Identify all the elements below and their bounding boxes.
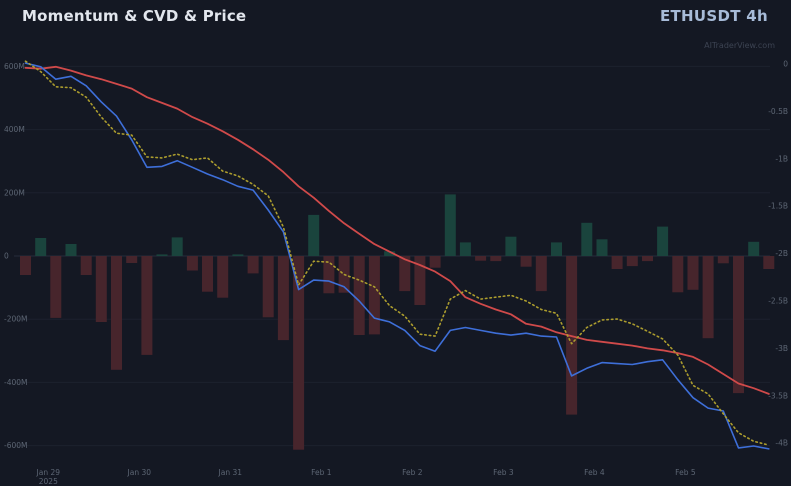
momentum-bar-negative bbox=[763, 256, 775, 269]
svg-text:600M: 600M bbox=[4, 62, 25, 71]
momentum-bar-negative bbox=[353, 256, 365, 335]
momentum-bar-negative bbox=[50, 256, 62, 318]
momentum-bar-positive bbox=[657, 226, 669, 256]
chart-title: Momentum & CVD & Price bbox=[22, 7, 247, 25]
svg-text:Jan 30: Jan 30 bbox=[127, 468, 152, 477]
svg-text:-1B: -1B bbox=[775, 154, 788, 163]
momentum-bar-negative bbox=[490, 256, 502, 262]
momentum-bar-negative bbox=[687, 256, 699, 290]
momentum-bar-positive bbox=[156, 254, 168, 256]
svg-text:Feb 3: Feb 3 bbox=[493, 468, 514, 477]
momentum-bar-negative bbox=[323, 256, 335, 294]
svg-text:200M: 200M bbox=[4, 188, 25, 197]
svg-text:2025: 2025 bbox=[39, 477, 58, 486]
momentum-bar-negative bbox=[80, 256, 92, 275]
svg-text:Feb 1: Feb 1 bbox=[311, 468, 332, 477]
left-axis-labels: 600M 400M 200M 0 -200M -400M -600M bbox=[4, 62, 28, 450]
momentum-bar-negative bbox=[535, 256, 547, 292]
momentum-bar-negative bbox=[247, 256, 259, 274]
momentum-bar-positive bbox=[384, 251, 396, 256]
momentum-bars bbox=[20, 194, 775, 450]
right-axis-labels: 0 -0.5B -1B -1.5B -2B -2.5B -3B -3.5B -4B bbox=[768, 60, 788, 448]
momentum-bar-negative bbox=[20, 256, 31, 275]
momentum-bar-negative bbox=[126, 256, 138, 263]
momentum-bar-negative bbox=[202, 256, 213, 292]
svg-text:400M: 400M bbox=[4, 125, 25, 134]
momentum-bar-negative bbox=[520, 256, 532, 267]
momentum-bar-negative bbox=[702, 256, 714, 339]
price-line bbox=[24, 65, 770, 395]
momentum-bar-negative bbox=[186, 256, 198, 271]
svg-text:-400M: -400M bbox=[4, 378, 28, 387]
svg-text:-0.5B: -0.5B bbox=[768, 107, 788, 116]
momentum-bar-negative bbox=[368, 256, 380, 335]
momentum-bar-negative bbox=[111, 256, 122, 370]
momentum-bar-negative bbox=[429, 256, 441, 268]
momentum-bar-positive bbox=[748, 241, 760, 256]
cvd-line bbox=[24, 62, 770, 450]
svg-text:0: 0 bbox=[783, 60, 788, 69]
svg-text:Feb 2: Feb 2 bbox=[402, 468, 423, 477]
symbol-timeframe: ETHUSDT 4h bbox=[659, 7, 768, 25]
momentum-bar-negative bbox=[293, 256, 305, 450]
momentum-bar-negative bbox=[217, 256, 229, 298]
momentum-bar-negative bbox=[626, 256, 638, 267]
svg-text:-4B: -4B bbox=[775, 439, 788, 448]
svg-text:-2B: -2B bbox=[775, 249, 788, 258]
momentum-bar-negative bbox=[717, 256, 729, 264]
momentum-bar-positive bbox=[232, 254, 244, 256]
svg-text:Jan 31: Jan 31 bbox=[218, 468, 243, 477]
momentum-bar-positive bbox=[171, 237, 183, 256]
momentum-bar-negative bbox=[475, 256, 487, 261]
watermark: AITraderView.com bbox=[704, 41, 775, 50]
momentum-bar-negative bbox=[277, 256, 289, 341]
momentum-bar-positive bbox=[551, 242, 562, 256]
momentum-bar-positive bbox=[444, 194, 456, 256]
momentum-bar-positive bbox=[35, 238, 47, 256]
momentum-bar-negative bbox=[611, 256, 623, 269]
svg-text:-200M: -200M bbox=[4, 315, 28, 324]
momentum-bar-negative bbox=[672, 256, 684, 293]
svg-text:Feb 5: Feb 5 bbox=[675, 468, 696, 477]
momentum-bar-positive bbox=[65, 244, 77, 256]
momentum-bar-negative bbox=[414, 256, 426, 305]
momentum-bar-negative bbox=[733, 256, 744, 394]
svg-text:-600M: -600M bbox=[4, 441, 28, 450]
momentum-bar-negative bbox=[399, 256, 411, 292]
momentum-bar-positive bbox=[596, 239, 608, 256]
momentum-bar-negative bbox=[262, 256, 274, 318]
momentum-bar-positive bbox=[505, 236, 517, 256]
svg-text:-1.5B: -1.5B bbox=[768, 202, 788, 211]
momentum-bar-negative bbox=[642, 256, 653, 262]
svg-text:-2.5B: -2.5B bbox=[768, 297, 788, 306]
momentum-cvd-dotted-line bbox=[24, 60, 770, 446]
momentum-bar-positive bbox=[581, 222, 593, 256]
momentum-bar-positive bbox=[459, 242, 471, 256]
svg-text:Feb 4: Feb 4 bbox=[584, 468, 605, 477]
svg-text:0: 0 bbox=[4, 252, 9, 261]
momentum-bar-negative bbox=[95, 256, 107, 322]
momentum-bar-negative bbox=[141, 256, 153, 355]
grid-lines bbox=[14, 65, 770, 447]
svg-text:-3B: -3B bbox=[775, 344, 788, 353]
svg-text:Jan 29: Jan 29 bbox=[36, 468, 61, 477]
momentum-bar-positive bbox=[308, 214, 320, 256]
svg-text:-3.5B: -3.5B bbox=[768, 391, 788, 400]
